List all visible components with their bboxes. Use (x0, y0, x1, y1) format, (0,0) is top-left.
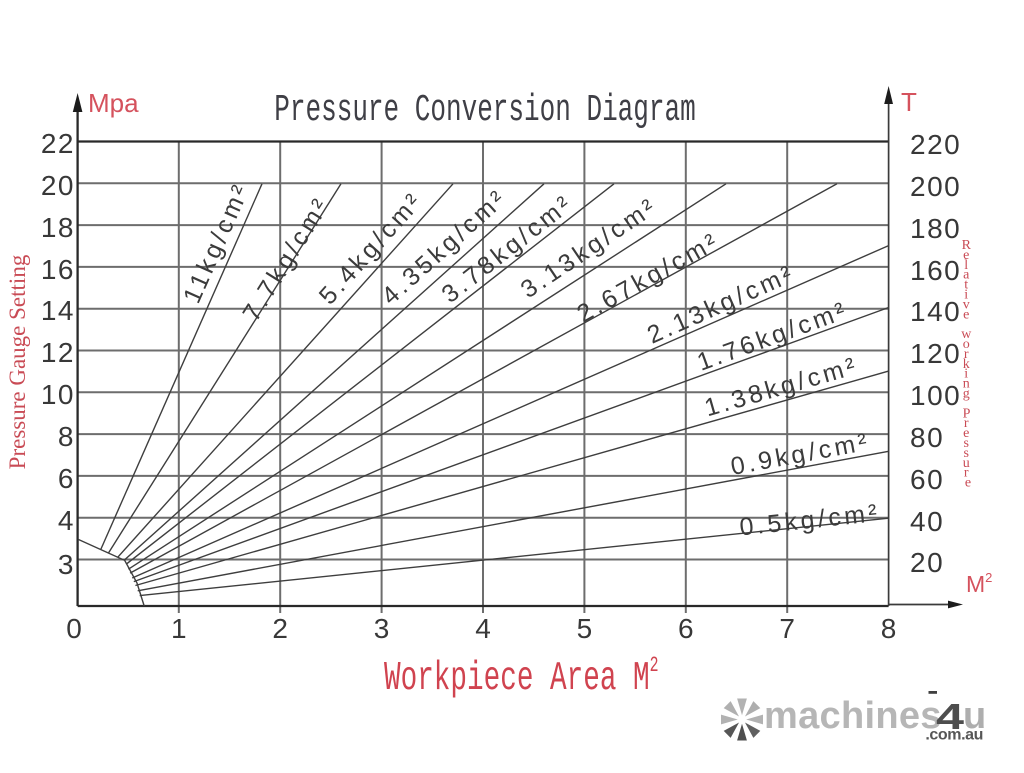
svg-text:14: 14 (41, 295, 75, 326)
svg-text:7: 7 (779, 613, 795, 644)
svg-text:6: 6 (58, 463, 75, 494)
svg-text:18: 18 (41, 212, 75, 243)
svg-text:2: 2 (272, 613, 288, 644)
svg-text:Pressure Gauge Setting: Pressure Gauge Setting (5, 254, 30, 469)
svg-text:200: 200 (910, 171, 961, 202)
svg-text:80: 80 (910, 422, 944, 453)
svg-text:0: 0 (66, 613, 82, 644)
svg-text:5: 5 (577, 613, 593, 644)
svg-text:100: 100 (910, 380, 961, 411)
svg-text:R e l a t i v e w o r k i n g: R e l a t i v e w o r k i n g P r e s s … (961, 238, 975, 491)
svg-text:6: 6 (678, 613, 694, 644)
svg-text:.com.au: .com.au (925, 727, 983, 744)
svg-text:120: 120 (910, 338, 961, 369)
svg-text:Mpa: Mpa (88, 88, 139, 118)
svg-text:4: 4 (936, 696, 964, 737)
svg-text:3: 3 (374, 613, 390, 644)
svg-text:1: 1 (171, 613, 187, 644)
svg-text:8: 8 (58, 421, 75, 452)
svg-text:u: u (963, 695, 986, 737)
svg-text:22: 22 (41, 128, 75, 159)
svg-text:10: 10 (41, 379, 75, 410)
svg-text:180: 180 (910, 213, 961, 244)
svg-text:160: 160 (910, 255, 961, 286)
svg-text:220: 220 (910, 129, 961, 160)
svg-text:140: 140 (910, 296, 961, 327)
svg-text:16: 16 (41, 254, 75, 285)
svg-text:machines: machines (764, 695, 942, 737)
svg-text:40: 40 (910, 506, 944, 537)
svg-text:12: 12 (41, 337, 75, 368)
svg-text:20: 20 (41, 170, 75, 201)
svg-text:4: 4 (58, 505, 75, 536)
svg-text:Pressure Conversion Diagram: Pressure Conversion Diagram (274, 88, 695, 131)
svg-text:T: T (901, 87, 917, 117)
svg-text:60: 60 (910, 464, 944, 495)
svg-text:Workpiece Area M2: Workpiece Area M2 (384, 652, 659, 702)
svg-text:3: 3 (58, 549, 75, 580)
svg-text:8: 8 (881, 613, 897, 644)
svg-text:4: 4 (475, 613, 491, 644)
svg-text:20: 20 (910, 547, 944, 578)
